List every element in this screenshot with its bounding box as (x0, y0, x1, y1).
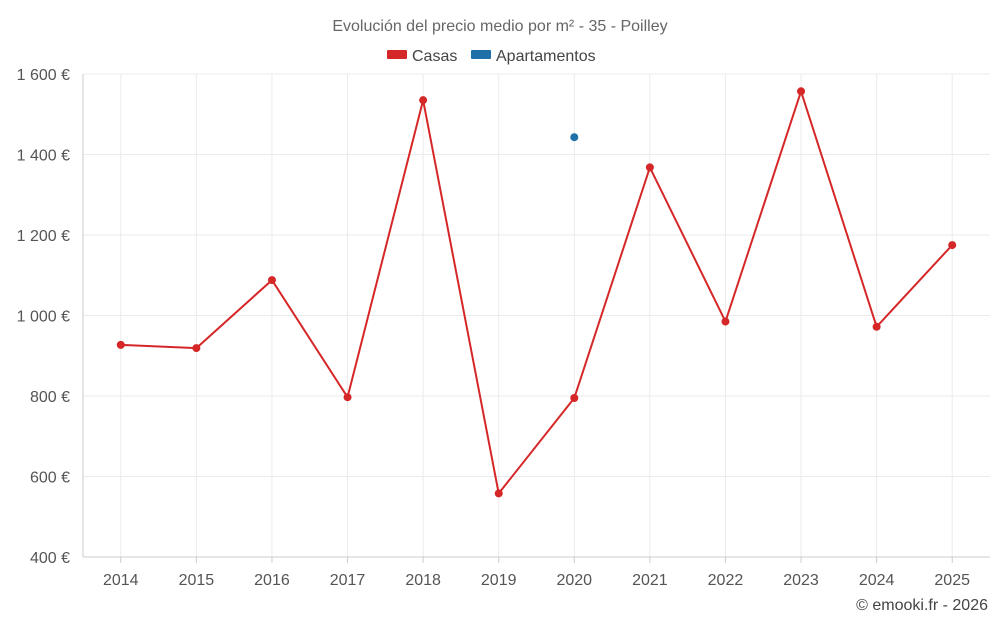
data-point-apartamentos-2020[interactable] (570, 133, 579, 142)
data-point-casas-2022[interactable] (721, 317, 730, 326)
data-point-casas-2015[interactable] (192, 344, 201, 353)
y-tick-label: 1 600 € (17, 67, 70, 84)
legend: Casas Apartamentos (387, 48, 596, 65)
x-tick-label: 2015 (179, 572, 215, 589)
series (116, 87, 957, 498)
data-point-casas-2019[interactable] (494, 489, 503, 498)
x-tick-label: 2020 (556, 572, 592, 589)
legend-label-apartamentos[interactable]: Apartamentos (496, 48, 596, 65)
x-tick-label: 2022 (708, 572, 744, 589)
y-axis-ticks: 400 € 600 € 800 € 1 000 € 1 200 € 1 400 € 1 60… (17, 67, 70, 567)
x-tick-label: 2014 (103, 572, 139, 589)
data-point-casas-2016[interactable] (267, 276, 276, 285)
x-tick-label: 2016 (254, 572, 290, 589)
legend-swatch-apartamentos[interactable] (471, 50, 491, 59)
gridlines (83, 73, 990, 557)
data-point-casas-2021[interactable] (645, 163, 654, 172)
credit-text: © emooki.fr - 2026 (856, 597, 988, 614)
y-tick-label: 600 € (30, 470, 70, 487)
y-tick-label: 1 400 € (17, 148, 70, 165)
data-point-casas-2020[interactable] (570, 394, 579, 403)
y-tick-label: 400 € (30, 550, 70, 567)
data-point-casas-2017[interactable] (343, 393, 352, 402)
chart-title: Evolución del precio medio por m² - 35 -… (332, 18, 667, 35)
data-point-casas-2018[interactable] (419, 96, 428, 105)
data-point-casas-2025[interactable] (948, 241, 957, 250)
legend-swatch-casas[interactable] (387, 50, 407, 59)
data-point-casas-2024[interactable] (872, 322, 881, 331)
x-tick-label: 2024 (859, 572, 895, 589)
axes (82, 74, 990, 563)
legend-label-casas[interactable]: Casas (412, 48, 457, 65)
y-tick-label: 800 € (30, 389, 70, 406)
x-tick-label: 2023 (783, 572, 819, 589)
x-tick-label: 2018 (405, 572, 441, 589)
x-tick-label: 2019 (481, 572, 517, 589)
series-line-casas (120, 90, 953, 495)
data-point-casas-2014[interactable] (116, 340, 125, 349)
x-axis-ticks: 2014 2015 2016 2017 2018 2019 2020 2021 2022 2023… (103, 572, 970, 589)
x-tick-label: 2025 (934, 572, 970, 589)
y-tick-label: 1 200 € (17, 228, 70, 245)
y-tick-label: 1 000 € (17, 309, 70, 326)
data-point-casas-2023[interactable] (797, 87, 806, 96)
x-tick-label: 2017 (330, 572, 366, 589)
x-tick-label: 2021 (632, 572, 668, 589)
